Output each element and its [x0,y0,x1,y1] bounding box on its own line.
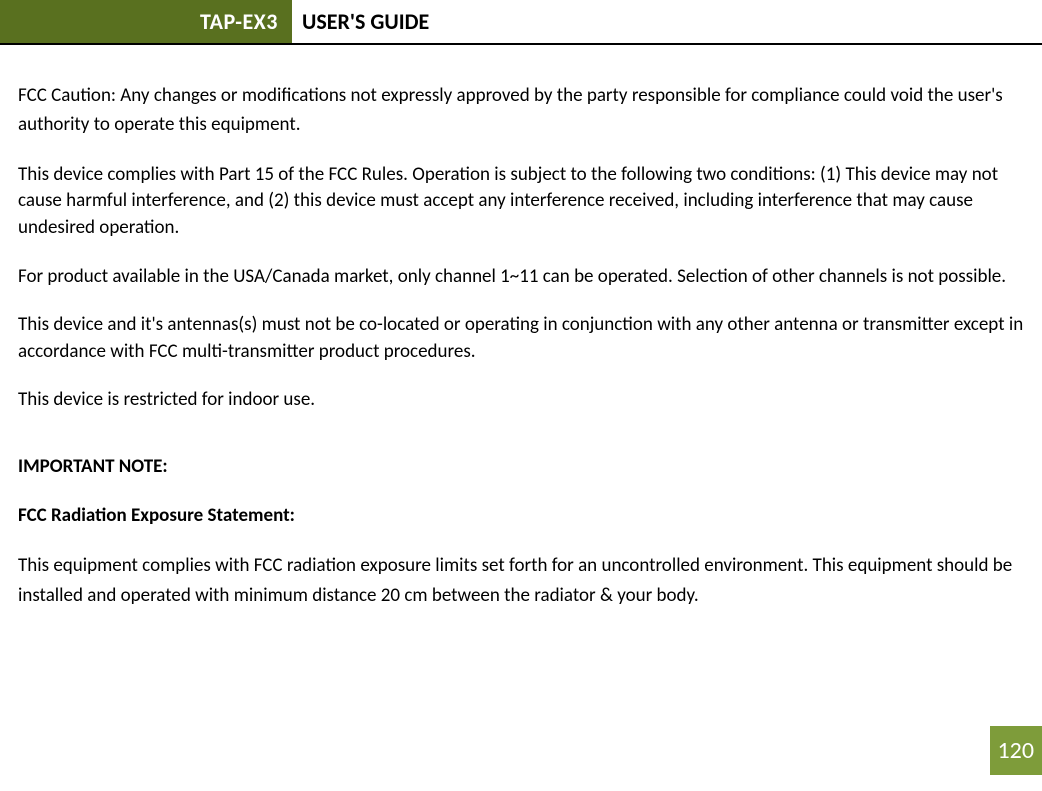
radiation-exposure-paragraph: This equipment complies with FCC radiati… [18,551,1024,610]
part15-paragraph: This device complies with Part 15 of the… [18,162,1024,242]
document-header: TAP-EX3 USER'S GUIDE [0,0,1042,45]
document-content: FCC Caution: Any changes or modification… [0,45,1042,610]
product-badge: TAP-EX3 [0,0,292,43]
indoor-use-paragraph: This device is restricted for indoor use… [18,387,1024,414]
antenna-paragraph: This device and it's antennas(s) must no… [18,312,1024,365]
page-number: 120 [990,726,1042,775]
radiation-statement-heading: FCC Radiation Exposure Statement: [18,503,1024,530]
fcc-caution-paragraph: FCC Caution: Any changes or modification… [18,81,1024,140]
channel-restriction-paragraph: For product available in the USA/Canada … [18,264,1024,291]
document-title: USER'S GUIDE [292,0,1042,43]
important-note-heading: IMPORTANT NOTE: [18,454,1024,481]
